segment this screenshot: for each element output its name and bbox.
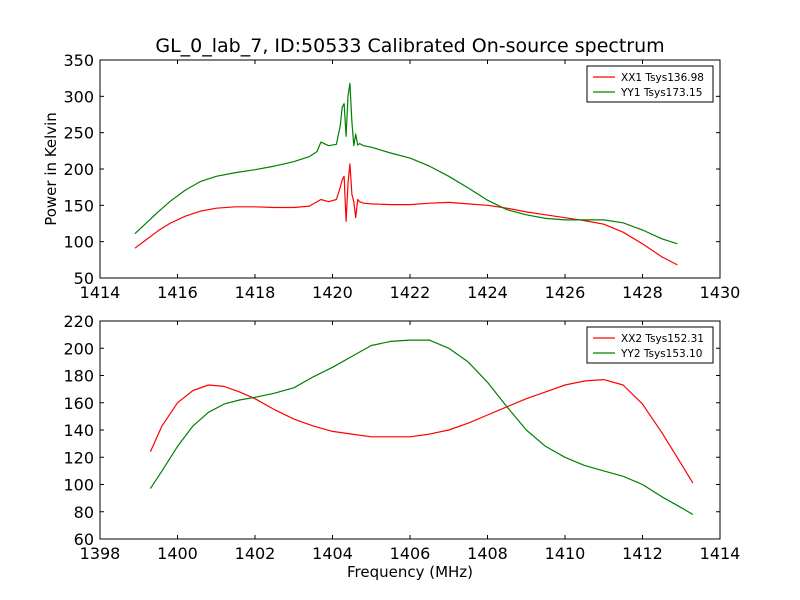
y-tick-label: 300 <box>63 87 94 106</box>
x-tick-label: 1416 <box>157 283 198 302</box>
y-tick-label: 220 <box>63 312 94 331</box>
legend-label: XX1 Tsys136.98 <box>621 72 704 84</box>
x-tick-label: 1418 <box>235 283 276 302</box>
y-tick-label: 140 <box>63 421 94 440</box>
y-tick-label: 150 <box>63 196 94 215</box>
x-tick-label: 1406 <box>390 544 431 563</box>
series-line <box>134 163 678 266</box>
series-line <box>134 82 678 245</box>
x-tick-label: 1428 <box>622 283 663 302</box>
legend: XX1 Tsys136.98 YY1 Tsys173.15 <box>586 65 714 103</box>
y-tick-label: 50 <box>74 269 94 288</box>
x-axis-label: Frequency (MHz) <box>347 563 473 581</box>
y-tick-label: 100 <box>63 476 94 495</box>
y-tick-label: 80 <box>74 503 94 522</box>
y-tick-label: 350 <box>63 51 94 70</box>
y-tick-label: 200 <box>63 160 94 179</box>
legend: XX2 Tsys152.31 YY2 Tsys153.10 <box>586 326 714 364</box>
x-tick-label: 1414 <box>80 283 121 302</box>
x-tick-label: 1400 <box>157 544 198 563</box>
x-tick-label: 1422 <box>390 283 431 302</box>
x-tick-label: 1426 <box>545 283 586 302</box>
series-line <box>149 339 694 516</box>
y-tick-label: 180 <box>63 367 94 386</box>
x-tick-label: 1402 <box>235 544 276 563</box>
y-axis-label: Power in Kelvin <box>42 112 60 226</box>
legend-box <box>586 65 714 103</box>
x-tick-label: 1398 <box>80 544 121 563</box>
y-tick-label: 160 <box>63 394 94 413</box>
legend-box <box>586 326 714 364</box>
x-tick-label: 1404 <box>312 544 353 563</box>
legend-label: XX2 Tsys152.31 <box>621 333 704 345</box>
lower-chart: 1398 1400 1402 1404 1406 1408 1410 1412 1414 60 80… <box>63 312 740 581</box>
y-tick-label: 250 <box>63 124 94 143</box>
legend-label: YY2 Tsys153.10 <box>620 348 702 360</box>
y-tick-label: 120 <box>63 448 94 467</box>
series-line <box>149 379 694 484</box>
x-tick-label: 1410 <box>545 544 586 563</box>
legend-label: YY1 Tsys173.15 <box>620 87 702 99</box>
x-tick-label: 1424 <box>467 283 508 302</box>
y-tick-label: 60 <box>74 530 94 549</box>
x-tick-label: 1420 <box>312 283 353 302</box>
x-tick-label: 1414 <box>700 544 741 563</box>
figure-title: GL_0_lab_7, ID:50533 Calibrated On-sourc… <box>155 35 664 57</box>
y-tick-label: 100 <box>63 233 94 252</box>
x-tick-label: 1412 <box>622 544 663 563</box>
upper-chart: 1414 1416 1418 1420 1422 1424 1426 1428 1430 50 10… <box>42 51 740 302</box>
x-tick-label: 1430 <box>700 283 741 302</box>
y-tick-label: 200 <box>63 339 94 358</box>
x-tick-label: 1408 <box>467 544 508 563</box>
